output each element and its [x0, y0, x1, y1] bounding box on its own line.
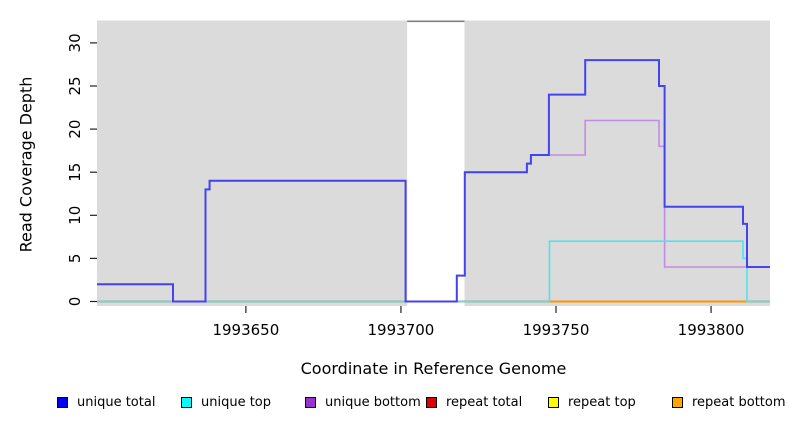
y-tick-label: 5 [66, 254, 84, 264]
x-tick-label: 1993700 [368, 321, 435, 339]
y-tick-label: 20 [66, 120, 84, 139]
y-tick-label: 30 [66, 33, 84, 52]
x-tick-label: 1993750 [523, 321, 590, 339]
y-tick-label: 10 [66, 206, 84, 225]
y-tick-label: 0 [66, 297, 84, 307]
series-unique-top [97, 240, 770, 303]
y-tick-label: 25 [66, 76, 84, 95]
x-tick-label: 1993800 [678, 321, 745, 339]
series-unique-total [97, 59, 770, 303]
x-axis-title: Coordinate in Reference Genome [300, 359, 567, 378]
y-axis-title: Read Coverage Depth [16, 76, 36, 253]
masked-region [407, 20, 465, 306]
y-tick-label: 15 [66, 163, 84, 182]
x-tick-label: 1993650 [212, 321, 279, 339]
